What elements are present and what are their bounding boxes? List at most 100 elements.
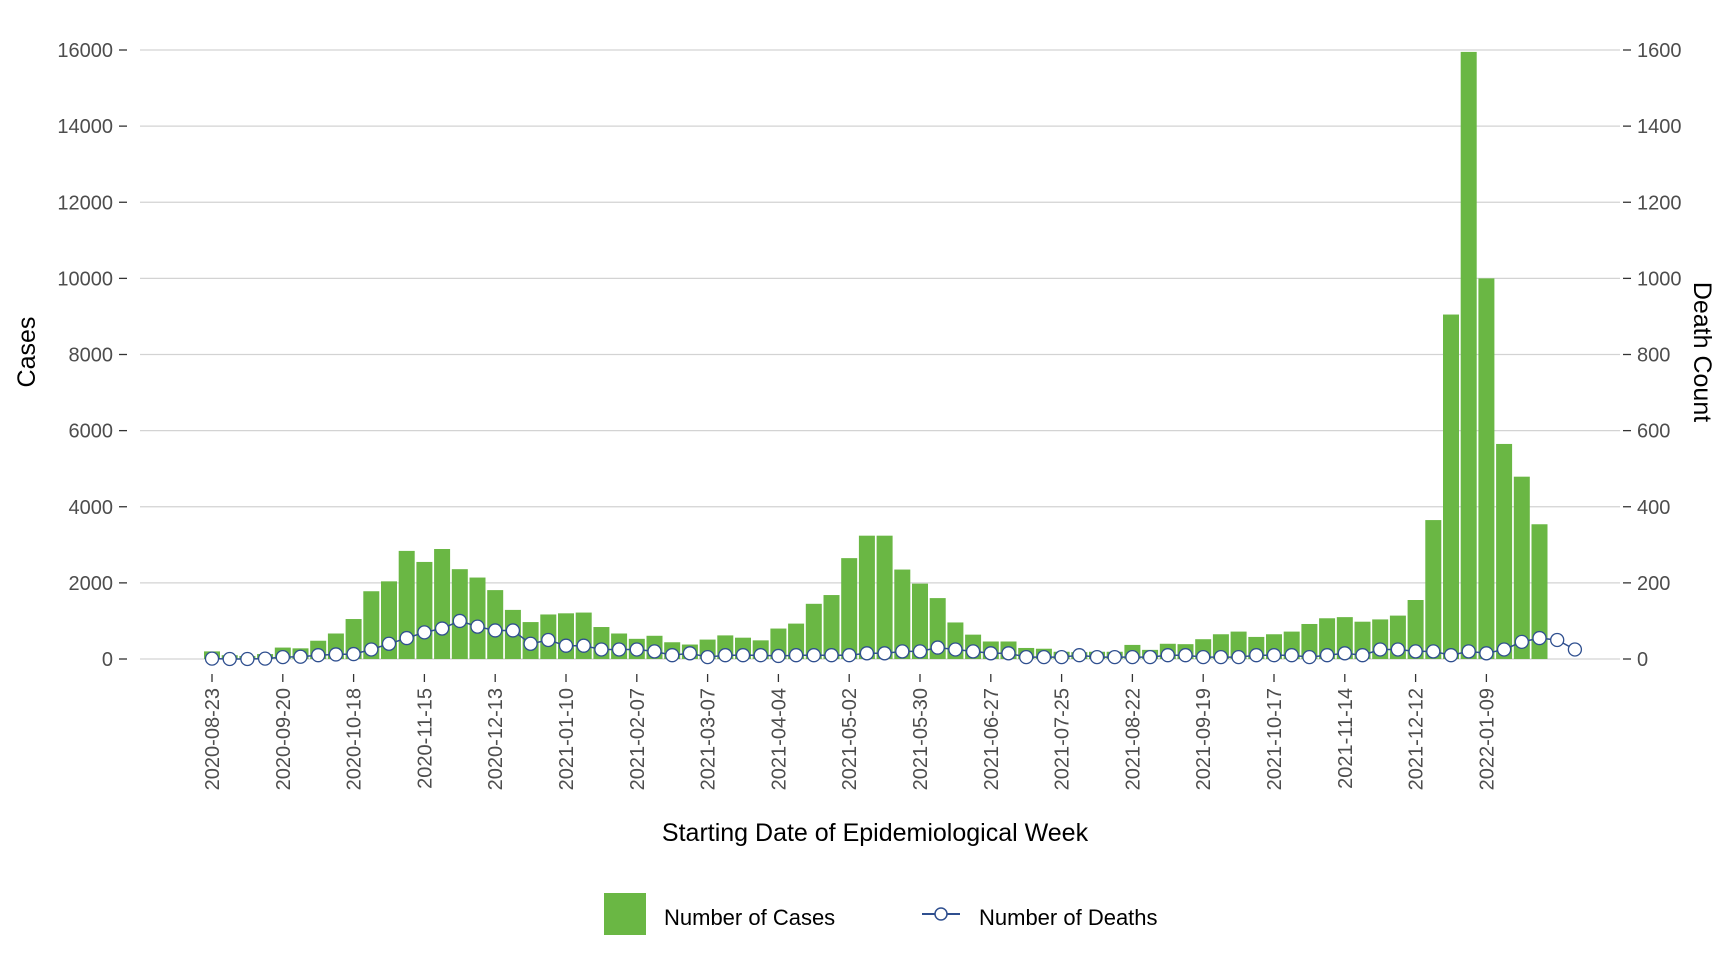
- x-tick-label: 2020-10-18: [344, 688, 366, 790]
- y-tick-label: 8000: [69, 345, 114, 367]
- deaths-point: [1089, 649, 1105, 665]
- deaths-point: [1142, 649, 1158, 665]
- deaths-point: [222, 651, 237, 667]
- deaths-point: [594, 642, 609, 657]
- x-tick-label: 2021-10-17: [1264, 688, 1286, 790]
- deaths-point: [735, 648, 751, 663]
- deaths-line-series: [204, 613, 1583, 667]
- y-tick-label: 10000: [57, 268, 113, 290]
- x-tick-label: 2021-01-10: [556, 688, 578, 790]
- y2-tick-label: 800: [1637, 345, 1670, 367]
- x-tick-label: 2021-12-12: [1406, 688, 1428, 790]
- deaths-point: [1479, 646, 1494, 661]
- y-tick-label: 14000: [57, 116, 113, 138]
- deaths-point: [275, 649, 290, 665]
- bar: [805, 603, 822, 659]
- left-axis: 0 2000 4000 6000 8000 10000 12000 14000 16000: [57, 40, 127, 671]
- y2-tick-label: 200: [1637, 573, 1670, 595]
- deaths-point: [399, 630, 414, 646]
- x-tick-label: 2020-08-23: [202, 688, 224, 790]
- y2-tick-label: 1600: [1637, 40, 1682, 62]
- deaths-point: [1408, 644, 1423, 659]
- deaths-point: [1125, 649, 1140, 665]
- deaths-point: [1337, 646, 1352, 661]
- deaths-point: [877, 646, 892, 661]
- deaths-point: [1107, 649, 1122, 665]
- bar: [398, 550, 415, 659]
- bar: [469, 577, 486, 659]
- deaths-point: [1072, 648, 1087, 663]
- x-tick-label: 2021-05-02: [839, 688, 861, 790]
- y2-tick-label: 1200: [1637, 192, 1682, 214]
- y2-tick-label: 0: [1637, 649, 1648, 671]
- deaths-point: [417, 625, 432, 640]
- deaths-point: [523, 636, 538, 651]
- x-tick-label: 2021-07-25: [1052, 688, 1074, 790]
- deaths-point: [1213, 649, 1229, 665]
- deaths-point: [1249, 648, 1264, 663]
- deaths-point: [1461, 644, 1476, 659]
- deaths-point: [346, 646, 361, 662]
- bar: [1513, 476, 1530, 659]
- deaths-point: [558, 638, 574, 653]
- deaths-point: [576, 638, 591, 653]
- deaths-point: [965, 644, 981, 659]
- deaths-point: [364, 642, 379, 657]
- deaths-point: [505, 623, 521, 638]
- deaths-point: [895, 644, 910, 659]
- deaths-point: [771, 648, 786, 664]
- deaths-point: [1355, 648, 1370, 663]
- deaths-point: [240, 651, 255, 667]
- y2-tick-label: 600: [1637, 421, 1670, 443]
- x-tick-label: 2021-09-19: [1193, 688, 1215, 790]
- deaths-point: [204, 651, 220, 666]
- y2-tick-label: 1000: [1637, 268, 1682, 290]
- bar: [823, 595, 840, 659]
- deaths-point: [718, 648, 733, 663]
- x-tick-label: 2021-08-22: [1122, 688, 1144, 790]
- deaths-point: [1532, 630, 1547, 646]
- deaths-point: [1284, 648, 1299, 663]
- bar: [912, 583, 928, 659]
- deaths-point: [665, 648, 680, 663]
- deaths-point: [1496, 642, 1512, 657]
- deaths-point: [434, 621, 450, 636]
- bar: [1319, 618, 1336, 659]
- y-axis-title: Cases: [13, 317, 41, 388]
- deaths-point: [983, 646, 998, 661]
- y-tick-label: 0: [102, 649, 113, 671]
- deaths-point: [611, 642, 627, 657]
- deaths-point: [1514, 634, 1529, 650]
- x-tick-label: 2021-03-07: [698, 688, 720, 790]
- deaths-point: [1160, 648, 1175, 663]
- bar: [1460, 51, 1477, 659]
- deaths-point: [912, 644, 928, 659]
- x-tick-label: 2020-12-13: [485, 688, 507, 790]
- deaths-point: [682, 646, 698, 661]
- right-axis: 0 200 400 600 800 1000 1200 1400 1600: [1623, 40, 1682, 671]
- y2-tick-label: 1400: [1637, 116, 1682, 138]
- deaths-point: [1443, 648, 1459, 663]
- deaths-point: [824, 648, 839, 663]
- x-tick-label: 2021-04-04: [768, 688, 790, 790]
- deaths-point: [488, 623, 503, 638]
- deaths-point: [1266, 648, 1282, 663]
- deaths-point: [1302, 649, 1317, 665]
- deaths-point: [1196, 649, 1211, 665]
- legend-deaths-marker: [934, 907, 948, 921]
- deaths-point: [700, 649, 715, 665]
- bar: [1478, 278, 1495, 659]
- y-tick-label: 12000: [57, 192, 113, 214]
- x-tick-label: 2021-05-30: [910, 688, 932, 790]
- x-tick-label: 2022-01-09: [1476, 688, 1498, 790]
- deaths-point: [541, 632, 556, 648]
- y2-axis-title: Death Count: [1688, 282, 1716, 422]
- y-tick-label: 6000: [69, 421, 114, 443]
- deaths-point: [470, 619, 485, 634]
- deaths-point: [948, 642, 963, 657]
- deaths-point: [629, 642, 644, 657]
- bar: [1531, 524, 1548, 659]
- deaths-point: [930, 640, 945, 655]
- deaths-point: [647, 644, 662, 659]
